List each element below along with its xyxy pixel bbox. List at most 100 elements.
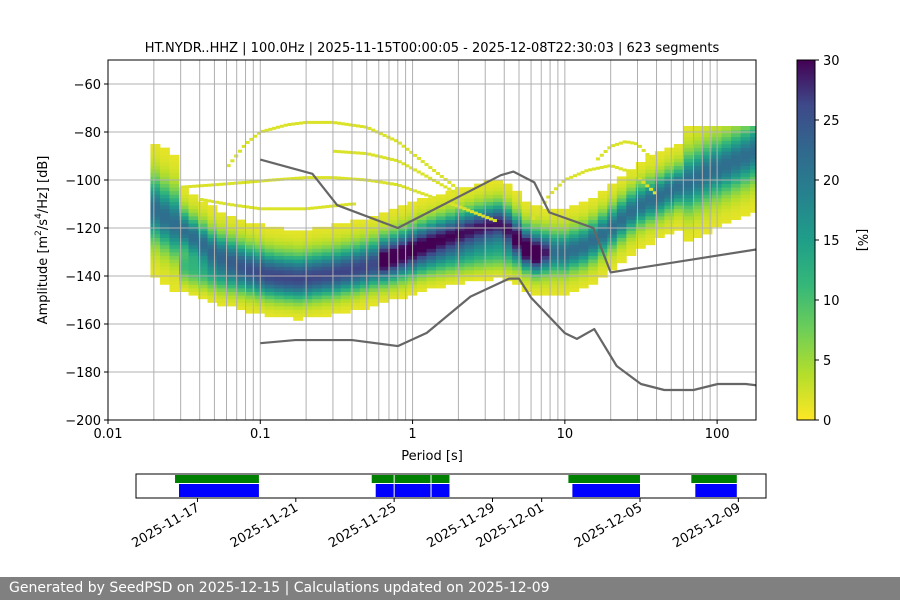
heatmap-cell bbox=[226, 226, 237, 231]
heatmap-cell bbox=[721, 180, 732, 184]
heatmap-cell bbox=[683, 147, 694, 152]
outlier-cell bbox=[222, 182, 227, 186]
y-axis-label-mid: /s bbox=[36, 219, 51, 230]
heatmap-cell bbox=[169, 208, 180, 213]
heatmap-cell bbox=[416, 223, 427, 228]
heatmap-cell bbox=[217, 277, 227, 282]
heatmap-cell bbox=[664, 158, 675, 163]
heatmap-cell bbox=[245, 223, 256, 228]
heatmap-cell bbox=[150, 165, 161, 170]
heatmap-cell bbox=[359, 230, 370, 235]
heatmap-cell bbox=[531, 280, 542, 285]
heatmap-cell bbox=[302, 248, 313, 253]
heatmap-cell bbox=[635, 169, 646, 174]
heatmap-cell bbox=[426, 205, 437, 210]
heatmap-cell bbox=[312, 280, 323, 285]
heatmap-cell bbox=[274, 306, 285, 310]
y-axis-label-suffix: /Hz] [dB] bbox=[36, 156, 51, 214]
outlier-cell bbox=[329, 120, 334, 124]
heatmap-cell bbox=[445, 248, 456, 253]
heatmap-cell bbox=[321, 284, 332, 289]
heatmap-cell bbox=[455, 190, 465, 195]
heatmap-cell bbox=[445, 259, 456, 264]
heatmap-cell bbox=[426, 266, 437, 271]
heatmap-cell bbox=[588, 262, 599, 267]
heatmap-cell bbox=[359, 284, 370, 289]
heatmap-cell bbox=[179, 187, 189, 192]
heatmap-cell bbox=[159, 219, 170, 224]
heatmap-cell bbox=[569, 212, 580, 217]
heatmap-cell bbox=[683, 172, 694, 177]
heatmap-cell bbox=[359, 255, 370, 260]
heatmap-cell bbox=[359, 237, 370, 242]
heatmap-cell bbox=[378, 216, 389, 220]
heatmap-cell bbox=[435, 208, 446, 213]
heatmap-cell bbox=[607, 262, 618, 267]
heatmap-cell bbox=[512, 223, 523, 228]
outlier-cell bbox=[626, 140, 631, 144]
heatmap-cell bbox=[188, 244, 199, 249]
heatmap-cell bbox=[359, 306, 370, 310]
heatmap-cell bbox=[264, 237, 275, 242]
heatmap-cell bbox=[245, 280, 256, 285]
heatmap-cell bbox=[226, 284, 237, 289]
heatmap-cell bbox=[588, 248, 599, 253]
heatmap-cell bbox=[159, 183, 170, 188]
coverage-bars bbox=[175, 475, 737, 497]
heatmap-cell bbox=[654, 216, 665, 220]
outlier-cell bbox=[226, 202, 231, 206]
heatmap-cell bbox=[474, 219, 484, 224]
heatmap-cell bbox=[445, 280, 456, 285]
heatmap-cell bbox=[673, 187, 684, 192]
heatmap-cell bbox=[169, 172, 180, 177]
heatmap-cell bbox=[588, 270, 599, 274]
outlier-cell bbox=[340, 150, 345, 154]
outlier-cell bbox=[637, 177, 642, 181]
heatmap-cell bbox=[702, 216, 713, 220]
heatmap-cell bbox=[350, 302, 361, 307]
heatmap-cell bbox=[331, 280, 342, 285]
heatmap-cell bbox=[626, 176, 637, 181]
heatmap-cell bbox=[464, 205, 475, 210]
outlier-cell bbox=[645, 184, 650, 188]
heatmap-cell bbox=[312, 288, 323, 292]
outlier-cell bbox=[336, 176, 341, 180]
heatmap-cell bbox=[274, 288, 285, 292]
heatmap-cell bbox=[207, 244, 218, 249]
heatmap-cell bbox=[312, 259, 323, 264]
outlier-cell bbox=[340, 122, 345, 126]
heatmap-cell bbox=[236, 302, 247, 307]
heatmap-cell bbox=[702, 180, 713, 184]
heatmap-cell bbox=[540, 234, 551, 238]
outlier-cell bbox=[302, 121, 307, 125]
heatmap-cell bbox=[321, 234, 332, 238]
outlier-cell bbox=[618, 141, 623, 145]
heatmap-cell bbox=[616, 226, 627, 231]
heatmap-cell bbox=[169, 237, 180, 242]
heatmap-cell bbox=[540, 284, 551, 289]
y-axis-label-sup2: 4 bbox=[34, 213, 44, 219]
heatmap-cell bbox=[645, 212, 656, 217]
heatmap-cell bbox=[369, 295, 380, 300]
heatmap-cell bbox=[455, 234, 465, 238]
heatmap-cell bbox=[445, 208, 456, 213]
outlier-cell bbox=[462, 207, 467, 211]
outlier-cell bbox=[222, 202, 227, 206]
heatmap-cell bbox=[445, 226, 456, 231]
heatmap-cell bbox=[455, 219, 465, 224]
heatmap-cell bbox=[521, 277, 532, 282]
heatmap-cell bbox=[493, 208, 503, 213]
outlier-cell bbox=[450, 202, 456, 206]
heatmap-cell bbox=[731, 194, 741, 199]
outlier-cell bbox=[325, 176, 330, 180]
heatmap-cell bbox=[426, 277, 437, 282]
heatmap-cell bbox=[188, 284, 199, 289]
heatmap-cell bbox=[340, 230, 351, 235]
heatmap-cell bbox=[731, 176, 741, 181]
heatmap-cell bbox=[521, 280, 532, 285]
heatmap-cell bbox=[179, 259, 189, 264]
heatmap-cell bbox=[474, 226, 484, 231]
heatmap-cell bbox=[616, 244, 627, 249]
heatmap-cell bbox=[359, 302, 370, 307]
heatmap-cell bbox=[616, 216, 627, 220]
